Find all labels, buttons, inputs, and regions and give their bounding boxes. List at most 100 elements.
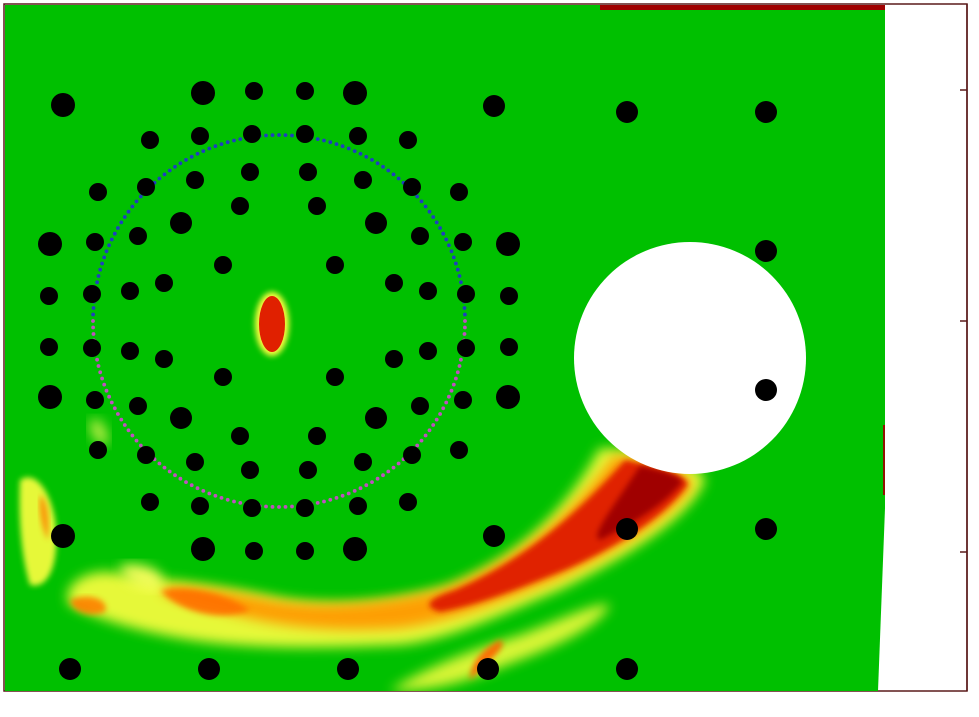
probe-circle-dot bbox=[447, 394, 451, 399]
probe-circle-dot bbox=[438, 412, 442, 416]
probe-marker bbox=[399, 493, 417, 511]
probe-marker bbox=[245, 82, 263, 100]
probe-circle-dot bbox=[213, 144, 218, 149]
probe-circle-dot bbox=[381, 164, 385, 169]
probe-circle-dot bbox=[138, 443, 143, 448]
probe-marker bbox=[419, 342, 437, 360]
probe-circle-dot bbox=[91, 332, 96, 336]
probe-circle-dot bbox=[238, 137, 243, 142]
probe-marker bbox=[241, 163, 259, 181]
probe-marker bbox=[40, 287, 58, 305]
probe-circle-dot bbox=[391, 172, 396, 177]
probe-marker bbox=[83, 339, 101, 357]
probe-circle-dot bbox=[459, 357, 463, 362]
probe-marker bbox=[89, 183, 107, 201]
probe-circle-dot bbox=[104, 388, 109, 393]
probe-circle-dot bbox=[315, 137, 320, 142]
probe-circle-dot bbox=[122, 423, 127, 427]
probe-circle-dot bbox=[189, 154, 194, 159]
probe-marker bbox=[40, 338, 58, 356]
probe-marker bbox=[354, 171, 372, 189]
probe-circle-dot bbox=[91, 325, 95, 330]
probe-marker bbox=[51, 524, 75, 548]
probe-marker bbox=[308, 197, 326, 215]
probe-circle-dot bbox=[315, 501, 320, 505]
probe-circle-dot bbox=[352, 149, 357, 154]
probe-circle-dot bbox=[102, 255, 107, 260]
probe-marker bbox=[308, 427, 326, 445]
probe-circle-dot bbox=[455, 370, 460, 375]
probe-marker bbox=[403, 446, 421, 464]
probe-marker bbox=[755, 518, 777, 540]
probe-circle-dot bbox=[431, 423, 436, 427]
probe-circle-dot bbox=[340, 493, 345, 498]
probe-circle-dot bbox=[119, 220, 124, 225]
probe-circle-dot bbox=[96, 274, 101, 278]
probe-marker bbox=[354, 453, 372, 471]
probe-marker bbox=[343, 537, 367, 561]
probe-circle-dot bbox=[270, 133, 275, 138]
probe-circle-dot bbox=[277, 133, 281, 137]
probe-circle-dot bbox=[346, 491, 351, 496]
probe-circle-dot bbox=[328, 140, 333, 145]
probe-circle-dot bbox=[444, 400, 449, 405]
probe-circle-dot bbox=[447, 243, 451, 248]
probe-circle-dot bbox=[375, 476, 380, 481]
probe-marker bbox=[483, 95, 505, 117]
probe-marker bbox=[450, 441, 468, 459]
probe-circle-dot bbox=[444, 237, 449, 242]
probe-circle-dot bbox=[213, 493, 218, 498]
probe-circle-dot bbox=[396, 176, 401, 181]
probe-marker bbox=[129, 397, 147, 415]
probe-marker bbox=[365, 212, 387, 234]
probe-marker bbox=[121, 342, 139, 360]
probe-circle-dot bbox=[138, 194, 143, 199]
probe-marker bbox=[299, 163, 317, 181]
probe-marker bbox=[214, 256, 232, 274]
probe-marker bbox=[496, 385, 520, 409]
probe-circle-dot bbox=[381, 473, 385, 478]
probe-circle-dot bbox=[98, 267, 103, 272]
probe-marker bbox=[191, 127, 209, 145]
probe-circle-dot bbox=[91, 306, 96, 310]
probe-circle-dot bbox=[109, 237, 114, 242]
probe-marker bbox=[496, 232, 520, 256]
probe-circle-dot bbox=[322, 499, 326, 504]
probe-circle-dot bbox=[112, 406, 117, 411]
probe-circle-dot bbox=[100, 376, 104, 381]
probe-marker bbox=[83, 285, 101, 303]
central-hotspot bbox=[255, 292, 289, 356]
probe-circle-dot bbox=[130, 204, 135, 209]
probe-circle-dot bbox=[95, 357, 99, 362]
probe-marker bbox=[349, 497, 367, 515]
probe-marker bbox=[141, 493, 159, 511]
probe-circle-dot bbox=[375, 161, 380, 166]
probe-marker bbox=[483, 525, 505, 547]
probe-circle-dot bbox=[207, 146, 212, 151]
probe-circle-dot bbox=[364, 483, 369, 488]
probe-marker bbox=[454, 391, 472, 409]
probe-circle-dot bbox=[219, 496, 224, 500]
probe-circle-dot bbox=[427, 209, 432, 214]
probe-marker bbox=[419, 282, 437, 300]
probe-marker bbox=[191, 497, 209, 515]
probe-marker bbox=[186, 453, 204, 471]
probe-circle-dot bbox=[100, 261, 104, 266]
probe-circle-dot bbox=[451, 255, 456, 260]
probe-circle-dot bbox=[167, 168, 172, 173]
probe-circle-dot bbox=[126, 209, 131, 214]
probe-circle-dot bbox=[455, 267, 460, 272]
probe-circle-dot bbox=[328, 497, 333, 502]
circular-obstacle bbox=[574, 242, 806, 474]
probe-circle-dot bbox=[358, 486, 363, 491]
probe-marker bbox=[616, 658, 638, 680]
probe-circle-dot bbox=[283, 133, 288, 138]
probe-circle-dot bbox=[441, 406, 446, 411]
probe-marker bbox=[500, 287, 518, 305]
probe-marker bbox=[457, 285, 475, 303]
probe-circle-dot bbox=[195, 151, 200, 156]
probe-circle-dot bbox=[107, 394, 111, 399]
probe-circle-dot bbox=[391, 465, 396, 470]
probe-marker bbox=[38, 232, 62, 256]
